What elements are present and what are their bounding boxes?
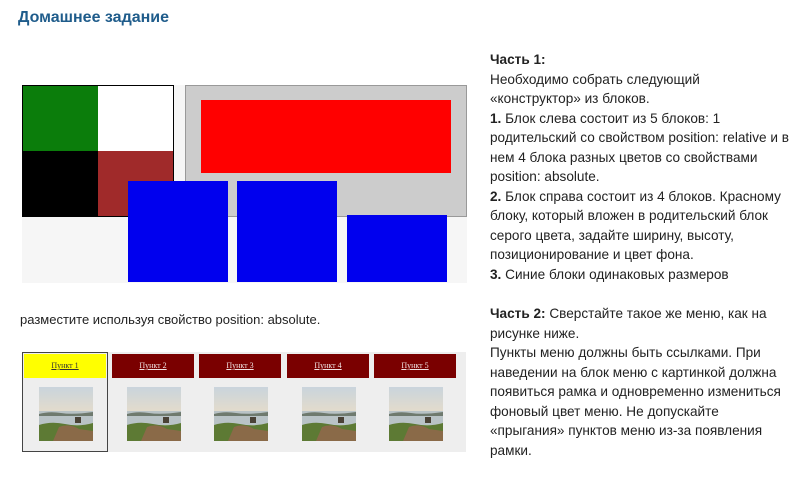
- item3-num: 3.: [490, 266, 502, 282]
- lake-image-icon: [302, 387, 356, 441]
- menu-item-2[interactable]: Пункт 2: [110, 352, 196, 452]
- blue-block-1: [128, 181, 228, 282]
- item1-num: 1.: [490, 110, 502, 126]
- blue-block-3: [347, 215, 447, 282]
- lake-image-icon: [39, 387, 93, 441]
- menu-link-5[interactable]: Пункт 5: [374, 354, 456, 378]
- lake-image-icon: [389, 387, 443, 441]
- menu-item-4[interactable]: Пункт 4: [285, 352, 371, 452]
- part2: Часть 2: Сверстайте такое же меню, как н…: [490, 304, 790, 343]
- menu-link-1[interactable]: Пункт 1: [24, 354, 106, 378]
- part2-desc: Пункты меню должны быть ссылками. При на…: [490, 345, 781, 458]
- menu-item-1[interactable]: Пункт 1: [22, 352, 108, 452]
- lake-image-icon: [127, 387, 181, 441]
- lake-image-icon: [214, 387, 268, 441]
- part1-heading: Часть 1:: [490, 52, 546, 67]
- menu-link-2[interactable]: Пункт 2: [112, 354, 194, 378]
- menu-link-4[interactable]: Пункт 4: [287, 354, 369, 378]
- page-title: Домашнее задание: [18, 9, 170, 26]
- white-block: [98, 86, 173, 151]
- item3-text: Синие блоки одинаковых размеров: [501, 266, 729, 282]
- item2: 2. Блок справа состоит из 4 блоков. Крас…: [490, 187, 790, 265]
- part1-intro: Необходимо собрать следующий «конструкто…: [490, 71, 700, 107]
- menu-link-3[interactable]: Пункт 3: [199, 354, 281, 378]
- red-block: [201, 100, 451, 173]
- black-block: [23, 151, 98, 216]
- part2-heading: Часть 2:: [490, 306, 546, 321]
- item1-text: Блок слева состоит из 5 блоков: 1 родите…: [490, 110, 789, 185]
- task-text: Часть 1: Необходимо собрать следующий «к…: [490, 50, 790, 460]
- figure1-caption: разместите используя свойство position: …: [20, 312, 321, 327]
- part2-text: Сверстайте такое же меню, как на рисунке…: [490, 306, 767, 341]
- green-block: [23, 86, 98, 151]
- constructor-figure: [22, 85, 467, 283]
- menu-figure: Пункт 1 Пункт 2 Пункт 3 Пункт 4 Пункт 5: [22, 352, 466, 452]
- left-parent-block: [22, 85, 174, 217]
- item1: 1. Блок слева состоит из 5 блоков: 1 род…: [490, 109, 790, 187]
- menu-item-5[interactable]: Пункт 5: [372, 352, 458, 452]
- item2-num: 2.: [490, 188, 502, 204]
- item3: 3. Синие блоки одинаковых размеров: [490, 265, 790, 285]
- menu-item-3[interactable]: Пункт 3: [197, 352, 283, 452]
- item2-text: Блок справа состоит из 4 блоков. Красном…: [490, 188, 781, 263]
- blue-block-2: [237, 181, 337, 282]
